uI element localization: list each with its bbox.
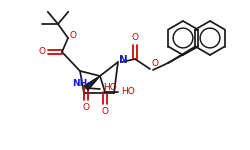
Text: HO: HO — [121, 87, 135, 96]
Text: NH₂: NH₂ — [72, 80, 92, 88]
Polygon shape — [84, 76, 100, 90]
Text: O: O — [38, 46, 46, 56]
Text: O: O — [82, 102, 89, 111]
Text: O: O — [70, 32, 76, 40]
Text: HO: HO — [103, 84, 117, 93]
Text: O: O — [132, 33, 138, 42]
Text: O: O — [152, 60, 158, 69]
Text: O: O — [102, 106, 108, 116]
Text: N: N — [119, 55, 128, 65]
